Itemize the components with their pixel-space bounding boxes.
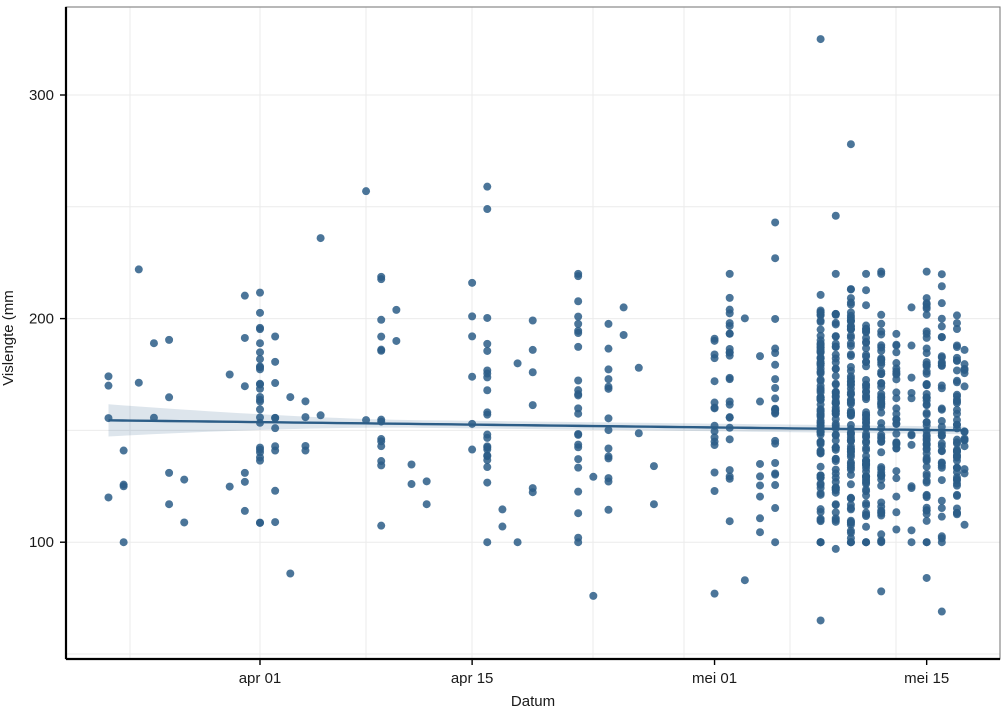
svg-text:300: 300	[29, 87, 54, 104]
svg-text:mei 15: mei 15	[904, 670, 949, 687]
svg-text:100: 100	[29, 534, 54, 551]
svg-text:200: 200	[29, 311, 54, 328]
svg-text:apr 15: apr 15	[451, 670, 494, 687]
svg-text:mei 01: mei 01	[692, 670, 737, 687]
svg-text:apr 01: apr 01	[239, 670, 282, 687]
